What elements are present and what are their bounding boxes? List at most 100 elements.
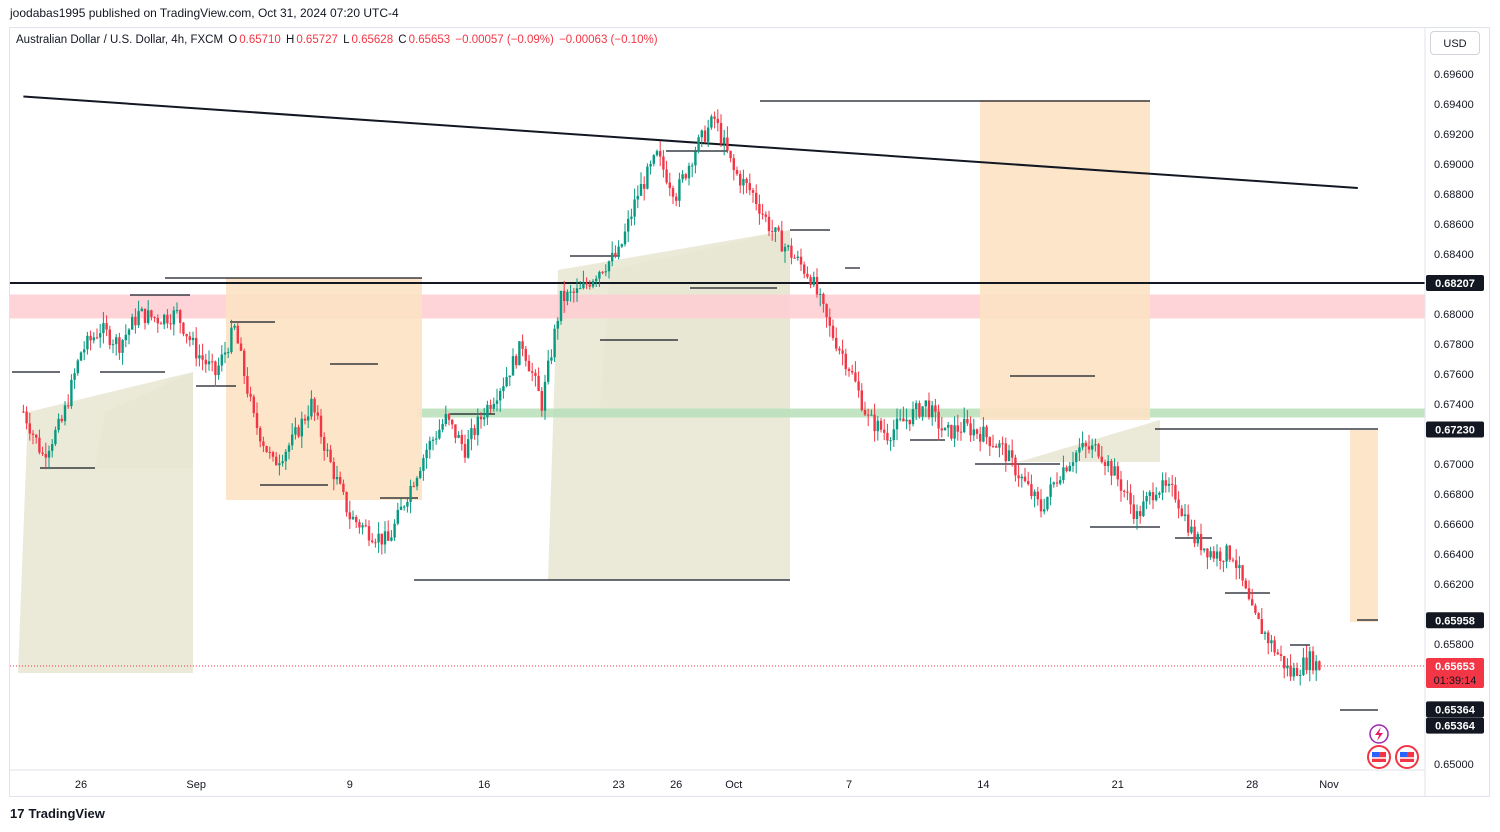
candle-body — [70, 379, 73, 407]
candle-body — [1161, 480, 1164, 493]
candle-body — [1215, 551, 1219, 559]
time-tick-label: 26 — [670, 779, 682, 791]
bolt-glyph-icon — [1375, 727, 1383, 741]
candle-body — [1171, 483, 1174, 485]
candle-body — [886, 432, 889, 441]
candle-body — [671, 188, 675, 197]
candle-body — [847, 369, 851, 372]
candle-body — [262, 441, 265, 446]
candle-body — [940, 428, 943, 431]
candle-body — [438, 429, 441, 439]
candle-body — [604, 271, 607, 273]
candle-body — [937, 411, 940, 429]
candle-body — [899, 418, 902, 420]
candle-body — [185, 334, 188, 337]
candle-body — [966, 418, 969, 424]
candle-body — [979, 433, 982, 442]
candle-body — [761, 213, 764, 215]
supply-zone — [10, 294, 1425, 319]
candle-body — [835, 337, 838, 349]
candle-body — [1113, 466, 1116, 476]
candle-body — [83, 349, 86, 353]
drawing-lines-layer — [10, 95, 1425, 667]
candle-body — [1167, 483, 1171, 486]
candle-body — [499, 391, 502, 401]
candle-body — [351, 516, 355, 520]
candle-body — [1283, 655, 1286, 669]
candle-body — [511, 356, 515, 376]
candle-body — [364, 525, 367, 527]
chart-frame[interactable] — [9, 27, 1490, 797]
candle-body — [255, 413, 259, 428]
time-tick-label: 7 — [846, 779, 852, 791]
candle-body — [252, 396, 255, 414]
olive-fill-region — [600, 230, 790, 408]
candle-body — [655, 151, 659, 156]
open-value: 0.65710 — [239, 34, 281, 46]
candle-body — [1267, 632, 1270, 644]
candle-body — [540, 391, 543, 411]
candle-body — [377, 533, 380, 543]
candle-body — [1107, 461, 1110, 467]
candle-body — [956, 425, 959, 432]
price-label-box — [1426, 612, 1484, 629]
descending-trendline — [23, 95, 1358, 189]
candle-body — [60, 418, 63, 422]
candle-body — [435, 438, 438, 440]
low-value: 0.65628 — [351, 34, 394, 46]
candle-body — [137, 311, 140, 326]
flag-canton-icon — [1372, 752, 1379, 757]
symbol-legend: Australian Dollar / U.S. Dollar, 4h, FXC… — [16, 34, 660, 46]
candle-body — [921, 406, 924, 417]
candle-body — [479, 416, 483, 420]
candle-body — [367, 526, 371, 541]
price-tick-label: 0.69000 — [1434, 159, 1474, 171]
candle-body — [371, 540, 374, 543]
candle-body — [751, 190, 755, 193]
candle-body — [838, 348, 841, 351]
candle-body — [92, 337, 95, 341]
candle-body — [1001, 443, 1004, 445]
candle-body — [348, 512, 351, 520]
candle-body — [403, 506, 406, 508]
candle-body — [233, 325, 236, 328]
candle-body — [1091, 445, 1094, 450]
candle-body — [710, 116, 713, 128]
time-tick-label: Oct — [725, 779, 742, 791]
time-tick-label: 26 — [75, 779, 87, 791]
candle-body — [227, 352, 230, 354]
candle-body — [28, 423, 31, 434]
candle-body — [543, 381, 547, 411]
candle-body — [1100, 456, 1103, 463]
candle-body — [316, 412, 319, 416]
candle-body — [1311, 651, 1315, 671]
candle-body — [723, 137, 726, 144]
candle-body — [86, 335, 89, 350]
candle-body — [463, 444, 467, 458]
candle-body — [246, 375, 249, 394]
candle-body — [1145, 496, 1148, 502]
candle-body — [703, 130, 707, 142]
time-tick-label: Sep — [186, 779, 206, 791]
price-label-box — [1426, 701, 1484, 718]
candle-body — [1193, 526, 1196, 544]
time-tick-label: 21 — [1112, 779, 1124, 791]
candle-body — [1075, 452, 1078, 463]
candle-body — [329, 449, 332, 463]
candle-body — [563, 290, 566, 302]
currency-button[interactable]: USD — [1430, 31, 1480, 55]
candle-body — [783, 247, 787, 252]
candle-body — [841, 350, 844, 354]
candle-body — [489, 404, 492, 409]
candle-body — [38, 437, 41, 453]
candle-body — [451, 419, 454, 425]
candle-body — [630, 216, 633, 219]
candle-body — [105, 323, 108, 330]
candle-body — [1279, 654, 1283, 656]
open-label: O — [228, 34, 238, 46]
candle-body — [1235, 560, 1238, 568]
candle-body — [521, 341, 524, 349]
candle-body — [1231, 559, 1235, 561]
candle-body — [1276, 652, 1279, 655]
